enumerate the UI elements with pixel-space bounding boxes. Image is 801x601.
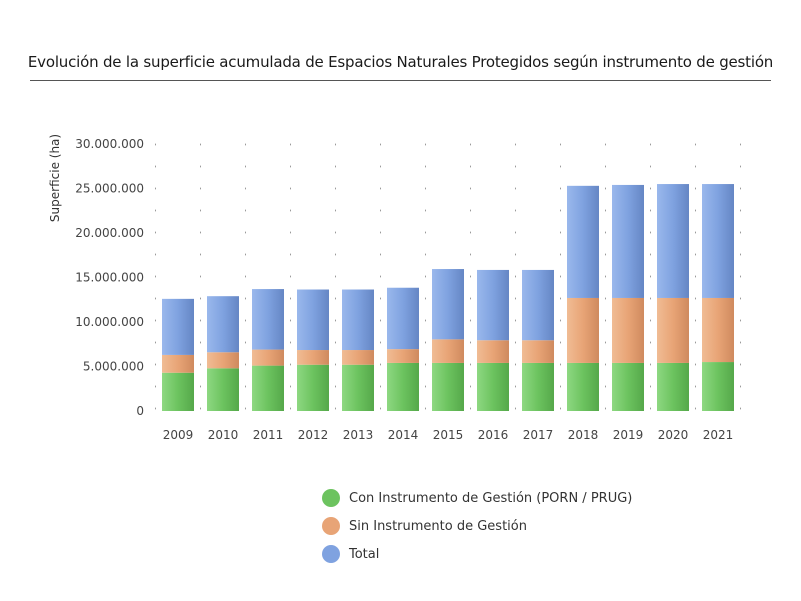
bar-con-instrumento-2017 — [522, 362, 554, 411]
bar-total-2016 — [477, 269, 509, 341]
x-tick-label: 2010 — [208, 428, 239, 442]
legend: Con Instrumento de Gestión (PORN / PRUG)… — [322, 484, 632, 568]
legend-label: Sin Instrumento de Gestión — [349, 518, 527, 534]
y-tick-label: 25.000.000 — [75, 182, 144, 196]
bar-con-instrumento-2016 — [477, 362, 509, 411]
x-tick-label: 2011 — [253, 428, 284, 442]
legend-swatch — [322, 517, 340, 535]
bar-sin-instrumento-2020 — [657, 297, 689, 363]
bar-con-instrumento-2019 — [612, 362, 644, 411]
bar-sin-instrumento-2015 — [432, 339, 464, 363]
bar-con-instrumento-2011 — [252, 365, 284, 411]
bar-sin-instrumento-2012 — [297, 350, 329, 365]
bar-total-2011 — [252, 289, 284, 350]
bar-total-2014 — [387, 287, 419, 350]
x-tick-label: 2019 — [613, 428, 644, 442]
bar-sin-instrumento-2009 — [162, 354, 194, 373]
y-tick-label: 5.000.000 — [83, 360, 144, 374]
x-tick-label: 2014 — [388, 428, 419, 442]
bar-sin-instrumento-2010 — [207, 352, 239, 369]
bar-con-instrumento-2012 — [297, 364, 329, 411]
y-tick-label: 10.000.000 — [75, 315, 144, 329]
x-tick-label: 2021 — [703, 428, 734, 442]
bar-con-instrumento-2009 — [162, 372, 194, 411]
x-tick-label: 2018 — [568, 428, 599, 442]
x-tick-label: 2009 — [163, 428, 194, 442]
x-tick-label: 2013 — [343, 428, 374, 442]
y-tick-label: 30.000.000 — [75, 137, 144, 151]
bar-total-2010 — [207, 296, 239, 353]
x-tick-label: 2016 — [478, 428, 509, 442]
x-tick-label: 2015 — [433, 428, 464, 442]
bar-con-instrumento-2021 — [702, 362, 734, 411]
x-tick-label: 2012 — [298, 428, 329, 442]
bar-sin-instrumento-2014 — [387, 349, 419, 363]
chart-plot: 0 5.000.000 10.000.000 15.000.000 20.000.000… — [48, 134, 741, 442]
legend-label: Total — [349, 546, 380, 562]
bar-total-2021 — [702, 184, 734, 298]
legend-swatch — [322, 489, 340, 507]
bar-total-2015 — [432, 269, 464, 340]
bar-total-2017 — [522, 269, 554, 341]
y-tick-label: 15.000.000 — [75, 271, 144, 285]
title-divider — [30, 80, 771, 81]
legend-label: Con Instrumento de Gestión (PORN / PRUG) — [349, 490, 633, 506]
bar-sin-instrumento-2021 — [702, 297, 734, 363]
bar-sin-instrumento-2017 — [522, 340, 554, 363]
x-tick-label: 2017 — [523, 428, 554, 442]
bar-sin-instrumento-2016 — [477, 340, 509, 363]
y-tick-label: 0 — [136, 404, 144, 418]
bar-total-2020 — [657, 184, 689, 298]
bar-total-2009 — [162, 298, 194, 355]
chart-title: Evolución de la superficie acumulada de … — [27, 53, 774, 71]
x-tick-label: 2020 — [658, 428, 689, 442]
bar-total-2019 — [612, 184, 644, 298]
bar-sin-instrumento-2011 — [252, 349, 284, 366]
bar-sin-instrumento-2019 — [612, 297, 644, 363]
bar-con-instrumento-2010 — [207, 368, 239, 411]
bar-con-instrumento-2015 — [432, 362, 464, 411]
y-tick-label: 20.000.000 — [75, 226, 144, 240]
bar-total-2012 — [297, 289, 329, 351]
bar-sin-instrumento-2013 — [342, 350, 374, 365]
legend-swatch — [322, 545, 340, 563]
bar-sin-instrumento-2018 — [567, 297, 599, 363]
legend-item: Total — [322, 540, 632, 568]
bar-con-instrumento-2018 — [567, 362, 599, 411]
bar-total-2018 — [567, 185, 599, 298]
bar-con-instrumento-2020 — [657, 362, 689, 411]
bar-total-2013 — [342, 289, 374, 351]
legend-item: Con Instrumento de Gestión (PORN / PRUG) — [322, 484, 632, 512]
y-axis-label: Superficie (ha) — [48, 134, 62, 222]
legend-item: Sin Instrumento de Gestión — [322, 512, 632, 540]
bar-con-instrumento-2014 — [387, 362, 419, 411]
bar-con-instrumento-2013 — [342, 364, 374, 411]
